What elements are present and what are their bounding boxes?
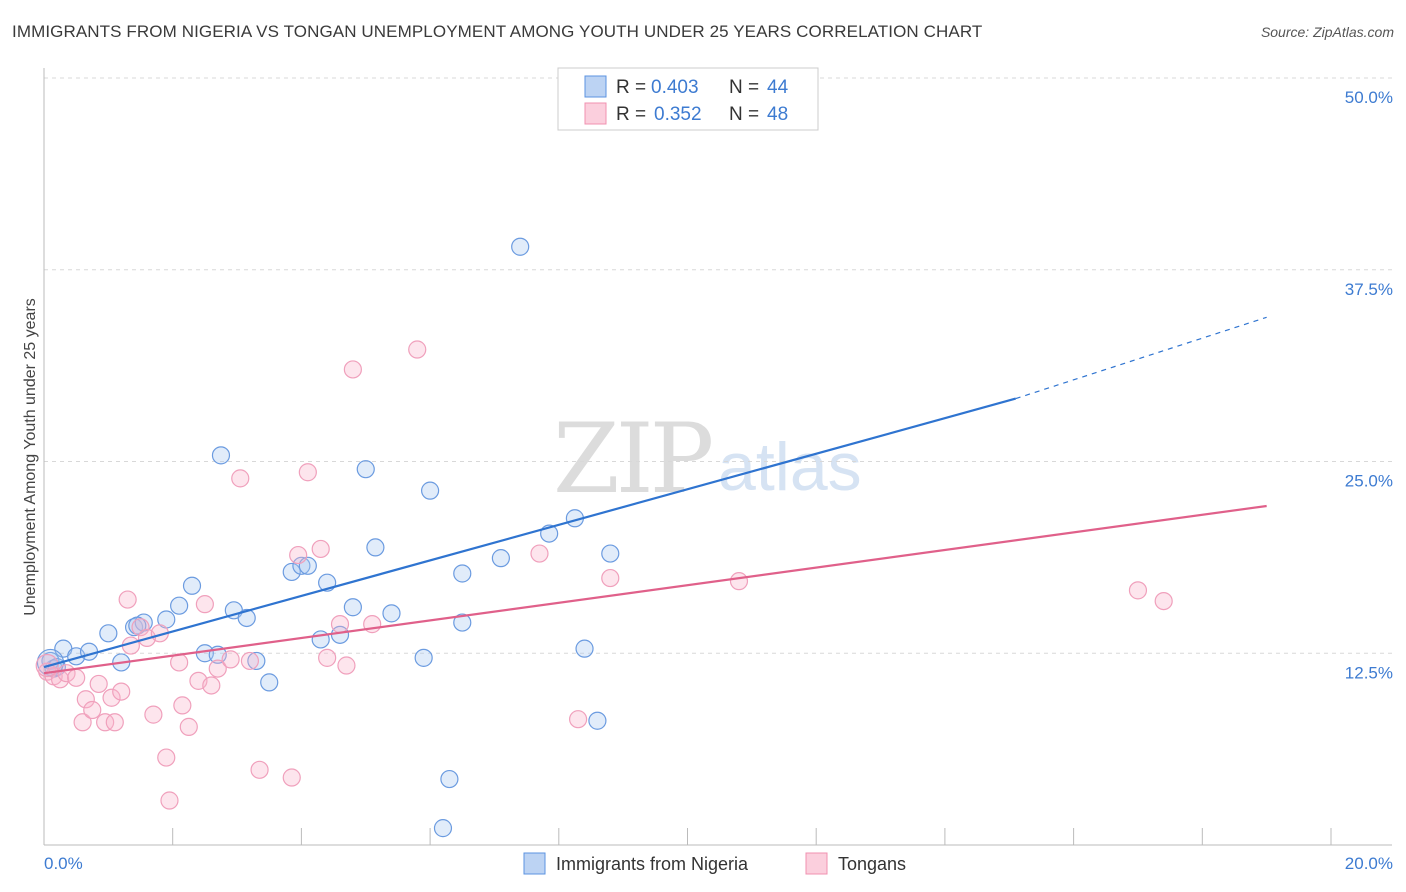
point-tongans-45 xyxy=(729,572,749,591)
y-tick-label-2: 37.5% xyxy=(1345,280,1393,299)
point-nigeria-40 xyxy=(601,544,620,563)
bottom-legend-swatch-tongans xyxy=(805,852,828,875)
point-nigeria-25 xyxy=(356,460,375,479)
point-tongans-41 xyxy=(408,340,427,359)
point-tongans-37 xyxy=(330,615,350,634)
point-tongans-8 xyxy=(89,674,108,694)
point-tongans-38 xyxy=(337,656,356,675)
point-tongans-9 xyxy=(96,713,115,732)
point-tongans-12 xyxy=(112,682,131,701)
legend-n-label-2: N = xyxy=(729,104,759,125)
point-tongans-43 xyxy=(569,710,588,729)
point-tongans-32 xyxy=(282,768,301,787)
y-tick-labels: 12.5% 25.0% 37.5% 50.0% xyxy=(1345,88,1393,682)
point-nigeria-17 xyxy=(260,673,279,692)
point-tongans-11 xyxy=(105,713,124,732)
point-nigeria-29 xyxy=(421,481,440,500)
point-tongans-5 xyxy=(73,713,92,732)
point-tongans-19 xyxy=(157,748,176,767)
point-tongans-47 xyxy=(1154,591,1173,611)
point-tongans-10 xyxy=(102,688,121,707)
watermark-zip: ZIP xyxy=(553,403,712,515)
point-tongans-46 xyxy=(1128,581,1148,600)
point-tongans-44 xyxy=(601,568,620,588)
point-nigeria-35 xyxy=(511,237,530,256)
point-nigeria-28 xyxy=(414,648,433,667)
grid-lines xyxy=(44,77,1392,654)
point-nigeria-15 xyxy=(237,608,256,628)
legend-r-value-1: 0.403 xyxy=(651,77,699,98)
chart-title: IMMIGRANTS FROM NIGERIA VS TONGAN UNEMPL… xyxy=(12,22,983,41)
point-nigeria-26 xyxy=(366,538,385,557)
point-nigeria-9 xyxy=(170,596,189,615)
trendline-tongans xyxy=(43,504,1267,675)
legend-r-label-1: R = xyxy=(616,77,646,98)
point-nigeria-32 xyxy=(453,564,472,583)
series-nigeria-points xyxy=(36,237,620,838)
point-nigeria-19 xyxy=(292,556,311,575)
point-tongans-6 xyxy=(76,690,95,709)
legend-r-value-2: 0.352 xyxy=(654,104,702,125)
point-tongans-7 xyxy=(83,700,102,720)
bottom-legend: Immigrants from Nigeria Tongans xyxy=(523,852,906,875)
point-tongans-34 xyxy=(298,463,317,482)
x-tick-label-min: 0.0% xyxy=(44,854,83,873)
point-tongans-28 xyxy=(221,650,240,669)
trend-lines xyxy=(43,316,1267,675)
top-legend: R = 0.403 N = 44 R = 0.352 N = 48 xyxy=(557,67,819,131)
legend-swatch-tongans xyxy=(584,102,607,125)
point-tongans-15 xyxy=(131,618,150,637)
point-nigeria-39 xyxy=(575,639,594,658)
point-nigeria-4 xyxy=(99,624,118,643)
point-tongans-22 xyxy=(173,696,192,715)
bottom-legend-swatch-nigeria xyxy=(523,852,546,875)
point-tongans-35 xyxy=(311,539,330,559)
point-tongans-30 xyxy=(240,651,260,671)
y-tick-label-3: 50.0% xyxy=(1345,88,1393,107)
point-nigeria-27 xyxy=(382,604,401,623)
point-nigeria-34 xyxy=(491,549,510,568)
point-nigeria-38 xyxy=(588,711,607,730)
point-tongans-25 xyxy=(195,595,214,614)
point-tongans-29 xyxy=(231,469,250,488)
point-tongans-33 xyxy=(289,545,308,565)
point-tongans-13 xyxy=(118,590,137,609)
point-tongans-42 xyxy=(530,544,549,563)
y-axis-label: Unemployment Among Youth under 25 years xyxy=(22,298,39,616)
point-nigeria-10 xyxy=(182,576,202,595)
legend-n-value-2: 48 xyxy=(767,104,788,125)
legend-n-label-1: N = xyxy=(729,77,759,98)
point-tongans-31 xyxy=(250,760,269,779)
legend-r-label-2: R = xyxy=(616,104,646,125)
point-tongans-20 xyxy=(160,791,179,810)
legend-swatch-nigeria xyxy=(584,75,607,98)
point-nigeria-30 xyxy=(433,819,453,838)
trendline-nigeria-extension xyxy=(1015,316,1267,400)
point-nigeria-24 xyxy=(343,598,362,617)
legend-n-value-1: 44 xyxy=(767,77,789,98)
x-tick-label-max: 20.0% xyxy=(1345,854,1393,873)
point-tongans-27 xyxy=(208,659,227,678)
bottom-legend-label-tongans: Tongans xyxy=(838,854,906,874)
chart-source: Source: ZipAtlas.com xyxy=(1260,24,1394,40)
x-axis-ticks xyxy=(172,828,1332,845)
watermark-atlas: atlas xyxy=(718,429,862,505)
trendline-nigeria xyxy=(43,397,1016,669)
point-nigeria-18 xyxy=(282,562,301,582)
point-nigeria-33 xyxy=(453,613,472,632)
bottom-legend-label-nigeria: Immigrants from Nigeria xyxy=(556,854,749,874)
point-tongans-17 xyxy=(144,705,163,724)
point-nigeria-3 xyxy=(79,642,99,661)
y-tick-label-1: 25.0% xyxy=(1345,472,1393,491)
point-nigeria-31 xyxy=(440,769,459,789)
y-tick-label-0: 12.5% xyxy=(1345,663,1393,682)
point-tongans-23 xyxy=(179,717,198,736)
point-nigeria-13 xyxy=(211,446,231,465)
point-tongans-26 xyxy=(202,676,221,695)
point-tongans-39 xyxy=(343,360,362,379)
point-tongans-4 xyxy=(67,668,86,687)
point-nigeria-16 xyxy=(247,651,266,671)
point-tongans-36 xyxy=(318,648,337,667)
